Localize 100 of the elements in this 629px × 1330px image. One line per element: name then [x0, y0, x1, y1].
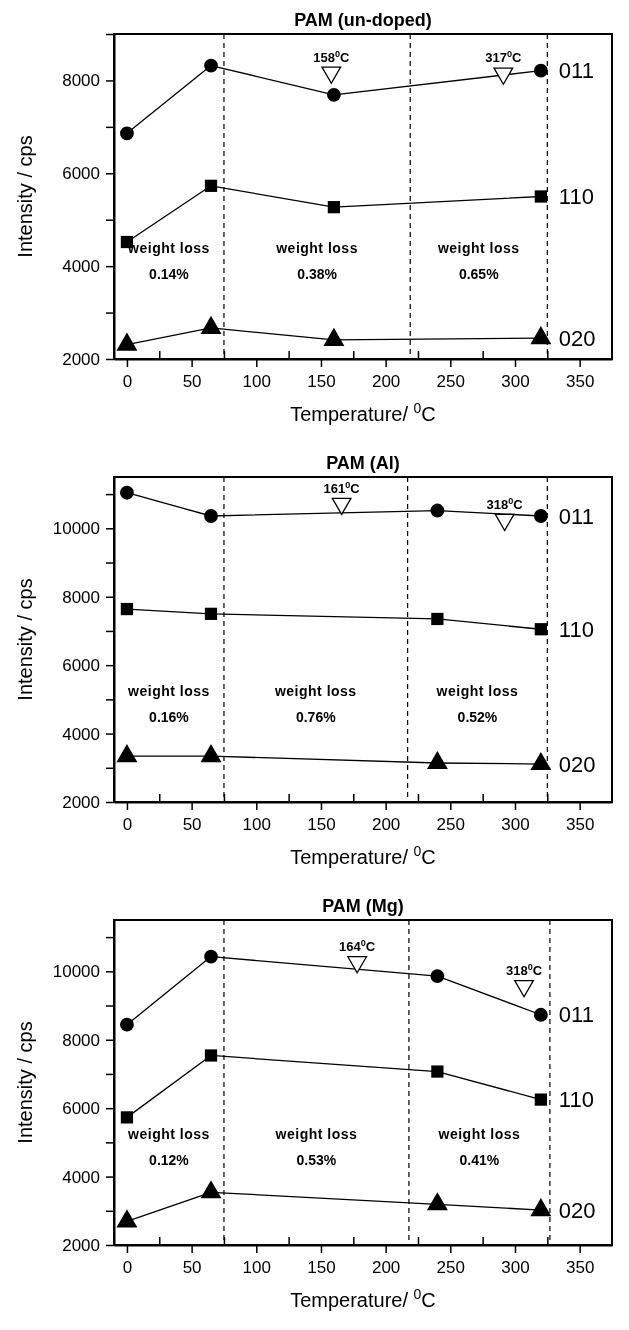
point: [533, 509, 548, 523]
annotation: weight loss: [275, 240, 358, 257]
series-label: 011: [558, 1002, 594, 1028]
point: [534, 190, 547, 203]
x-tick-label: 250: [436, 815, 465, 835]
series-label: 020: [558, 751, 596, 777]
point: [431, 612, 444, 626]
x-tick-label: 100: [242, 372, 271, 392]
x-tick-label: 350: [565, 372, 595, 392]
y-tick-label: 4000: [62, 257, 100, 277]
point: [204, 179, 218, 192]
x-tick-label: 100: [242, 1258, 271, 1278]
point: [533, 1007, 548, 1022]
point: [430, 503, 445, 518]
x-tick-label: 300: [501, 815, 530, 835]
y-axis-title: Intensity / cps: [14, 1021, 36, 1144]
point: [116, 744, 138, 763]
x-tick-label: 300: [501, 1258, 530, 1278]
y-axis-title: Intensity / cps: [14, 135, 36, 258]
point: [120, 485, 134, 500]
annotation: weight loss: [435, 683, 519, 700]
x-tick-label: 200: [371, 1258, 401, 1278]
point: [204, 58, 218, 73]
annotation: weight loss: [127, 240, 210, 257]
x-tick-label: 200: [371, 372, 401, 392]
annotation: weight loss: [437, 1126, 521, 1143]
x-tick-label: 250: [436, 1258, 465, 1278]
point: [321, 66, 342, 84]
x-tick-label: 350: [565, 815, 595, 835]
point: [120, 602, 134, 616]
series-label: 110: [558, 184, 594, 210]
x-tick-label: 50: [182, 1258, 202, 1278]
point: [431, 1065, 444, 1078]
x-tick-label: 150: [307, 1258, 336, 1278]
point: [534, 1093, 547, 1106]
x-tick-label: 150: [307, 815, 336, 835]
point: [116, 1209, 138, 1228]
annotation: 0.52%: [457, 709, 498, 726]
annotation: 318$^{0}$C: [486, 495, 524, 512]
annotation: 0.76%: [295, 709, 337, 726]
point: [204, 949, 218, 964]
point: [204, 1049, 218, 1062]
annotation: 318$^{0}$C: [505, 962, 543, 979]
y-tick-label: 6000: [62, 656, 100, 676]
annotation: 0.38%: [297, 266, 338, 283]
x-tick-label: 300: [501, 372, 530, 392]
chart-title: PAM (un-doped): [294, 10, 432, 30]
series-label: 020: [558, 325, 596, 351]
annotation: 0.65%: [458, 266, 500, 283]
x-tick-label: 0: [122, 1258, 133, 1278]
annotation: weight loss: [127, 683, 210, 700]
x-tick-label: 50: [182, 815, 202, 835]
y-tick-label: 10000: [52, 519, 100, 539]
point: [200, 1180, 222, 1199]
annotation: weight loss: [273, 683, 357, 700]
chart-title: PAM (Al): [326, 453, 400, 473]
point: [530, 751, 552, 771]
annotation: 0.53%: [296, 1152, 337, 1169]
point: [530, 326, 552, 345]
y-tick-label: 2000: [62, 792, 100, 812]
x-tick-label: 0: [122, 815, 133, 835]
point: [204, 509, 218, 523]
x-tick-label: 150: [307, 372, 336, 392]
annotation: 0.16%: [149, 709, 190, 726]
point: [200, 744, 222, 763]
point: [347, 956, 368, 974]
y-tick-label: 8000: [62, 71, 100, 91]
point: [426, 1192, 448, 1211]
annotation: 164$^{0}$C: [339, 938, 376, 955]
point: [327, 201, 341, 214]
annotation: 0.14%: [149, 266, 190, 283]
point: [493, 67, 514, 85]
point: [326, 87, 341, 102]
y-tick-label: 2000: [62, 1235, 100, 1255]
annotation: 0.12%: [149, 1152, 190, 1169]
x-tick-label: 0: [122, 372, 133, 392]
annotation: 0.41%: [459, 1152, 500, 1169]
x-axis-title: Temperature/ $^{0}$C: [290, 1286, 436, 1311]
x-tick-label: 250: [436, 372, 465, 392]
point: [514, 980, 534, 998]
point: [120, 1111, 134, 1124]
y-tick-label: 2000: [62, 349, 100, 369]
y-tick-label: 8000: [62, 1030, 100, 1050]
point: [533, 63, 548, 78]
x-tick-label: 50: [182, 372, 202, 392]
point: [530, 1198, 552, 1217]
y-tick-label: 8000: [62, 587, 100, 607]
point: [120, 126, 134, 141]
x-tick-label: 200: [371, 815, 401, 835]
x-tick-label: 100: [242, 815, 271, 835]
chart-title: PAM (Mg): [322, 896, 404, 916]
point: [534, 623, 547, 636]
annotation: 161$^{0}$C: [323, 479, 361, 496]
annotation: 317$^{0}$C: [485, 49, 523, 66]
y-tick-label: 10000: [52, 962, 100, 982]
y-tick-label: 6000: [62, 164, 100, 184]
annotation: 158$^{0}$C: [313, 48, 350, 65]
series-label: 110: [558, 616, 594, 642]
point: [430, 969, 445, 983]
series-label: 110: [558, 1087, 594, 1113]
